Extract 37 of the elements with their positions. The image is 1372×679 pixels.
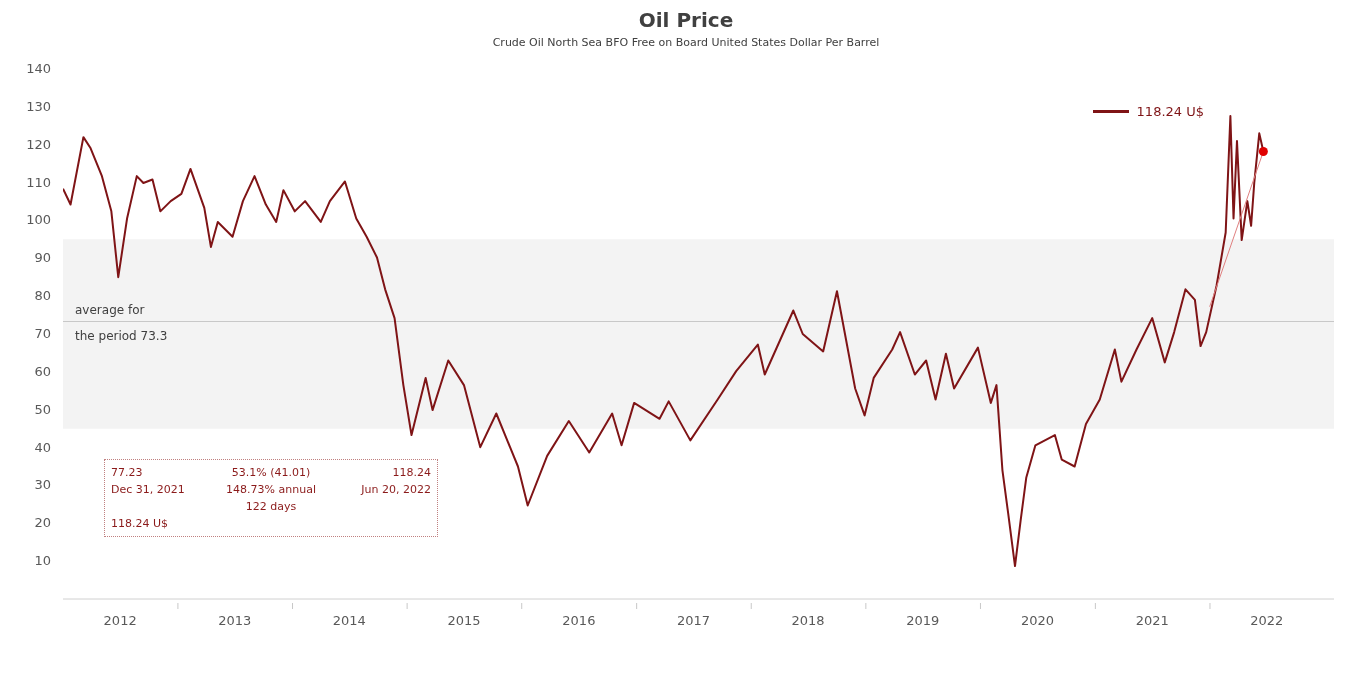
annotation: 122 days (244, 500, 298, 513)
x-tick-label: 2021 (1135, 613, 1169, 628)
x-tick-label: 2015 (447, 613, 481, 628)
y-tick-label: 90 (34, 250, 51, 266)
x-tick-label: 2012 (103, 613, 137, 628)
y-tick-label: 80 (34, 288, 51, 304)
x-tick-label: 2016 (562, 613, 596, 628)
annotation: 118.24 (391, 466, 431, 479)
chart-title: Oil Price (637, 8, 735, 32)
x-tick-label: 2022 (1250, 613, 1284, 628)
chart-subtitle: Crude Oil North Sea BFO Free on Board United States Dollar Per Barrel (491, 36, 881, 49)
y-tick-label: 40 (34, 439, 51, 455)
y-tick-label: 50 (34, 401, 51, 417)
y-tick-label: 100 (26, 212, 51, 228)
y-tick-label: 60 (34, 363, 51, 379)
annotation: Dec 31, 2021 (111, 483, 186, 496)
x-tick-label: 2018 (791, 613, 825, 628)
x-tick-label: 2013 (218, 613, 252, 628)
annotation: 118.24 U$ (111, 517, 170, 530)
x-tick-label: 2014 (332, 613, 366, 628)
y-tick-label: 140 (26, 61, 51, 76)
y-tick-label: 70 (34, 326, 51, 341)
y-tick-label: 30 (34, 477, 51, 493)
y-tick-label: 10 (34, 553, 51, 569)
y-tick-label: 120 (26, 136, 51, 152)
y-tick-label: 110 (26, 174, 51, 190)
y-tick-label: 20 (34, 515, 51, 531)
ref-line-label: average for the period 73.3 (75, 302, 168, 343)
x-tick-label: 2017 (676, 613, 711, 628)
x-tick-label: 2019 (906, 613, 940, 628)
y-tick-label: 130 (26, 98, 51, 114)
annotation: 53.1% (41.01) (230, 466, 312, 479)
annotation: 148.73% annual (225, 483, 317, 496)
legend-label: 118.24 U$ (1136, 104, 1204, 119)
annotation: Jun 20, 2022 (359, 483, 431, 496)
annotation: 77.23 (111, 466, 144, 479)
x-tick-label: 2020 (1021, 613, 1055, 628)
